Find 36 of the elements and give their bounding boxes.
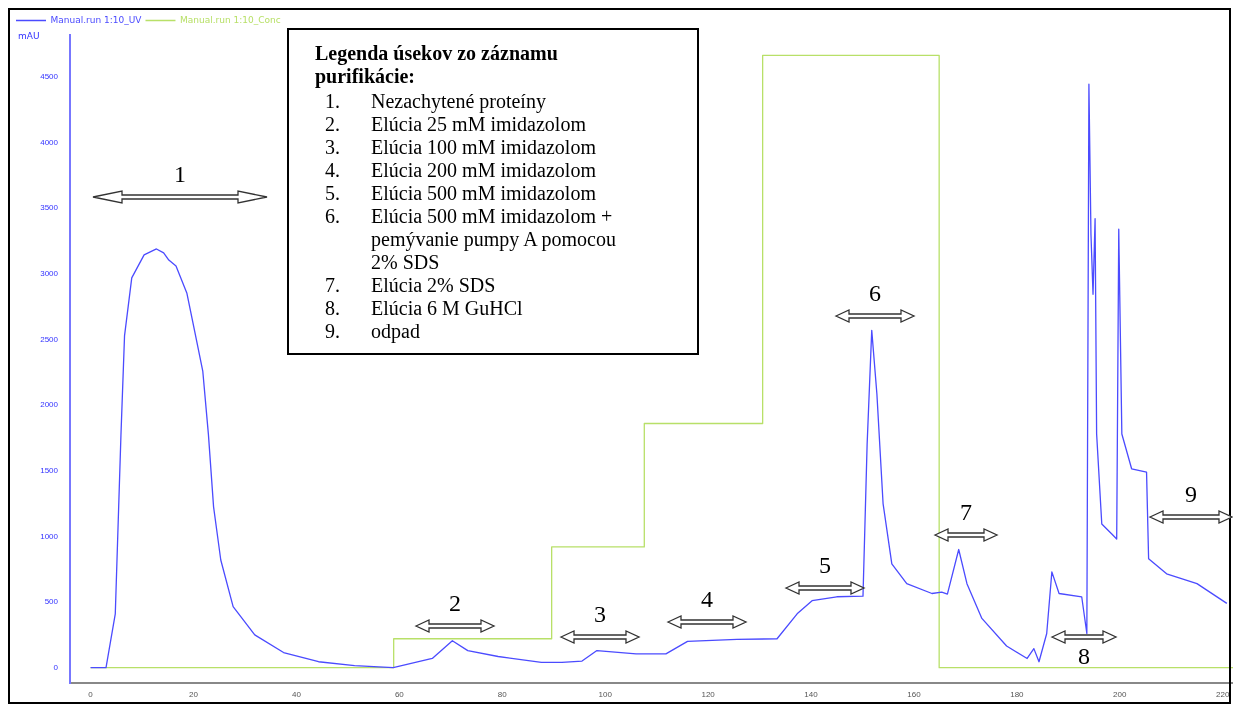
- y-tick-label: 0: [53, 662, 59, 672]
- x-tick-label: 220: [1216, 690, 1230, 700]
- annotation: 5: [819, 552, 831, 579]
- x-tick-label: 120: [701, 690, 716, 700]
- y-axis-title: mAU: [18, 30, 40, 41]
- annotation: 1: [174, 161, 186, 188]
- legend-label: Manual.run 1:10_Conc: [179, 14, 281, 25]
- y-tick-label: 1500: [40, 465, 59, 475]
- y-tick-label: 3000: [40, 269, 59, 279]
- y-tick-label: 4500: [40, 72, 59, 82]
- y-tick-label: 1000: [40, 531, 59, 541]
- annotation: 4: [701, 586, 713, 613]
- legend-title: Legenda úsekov zo záznamu purifikácie:: [315, 42, 559, 88]
- y-tick-label: 2500: [40, 334, 59, 344]
- annotation: 2: [449, 590, 461, 617]
- legend-label: Manual.run 1:10_UV: [50, 14, 143, 25]
- y-tick-label: 500: [44, 597, 59, 607]
- x-tick-label: 160: [907, 690, 922, 700]
- text-box: Legenda úsekov zo záznamu purifikácie: 1. Nezachytené proteíny 2. Elúcia 25 mM imidazolom 3. Elúcia 100 mM imidazolom 4. Elúcia 200 mM imidazolom 5. Elúcia 500 mM imidazolom 6. Elúcia 500 mM imidazolom + pemývanie pumpy A pomocou 2% SDS 7. Elúcia 2% SDS 8. Elúcia 6 M GuHCl 9. odpad: [287, 28, 699, 355]
- x-tick-label: 180: [1010, 690, 1025, 700]
- x-tick-label: 80: [497, 690, 508, 700]
- annotation: 9: [1185, 481, 1197, 508]
- annotation: 8: [1078, 643, 1090, 670]
- x-tick-label: 20: [189, 690, 199, 700]
- x-tick-label: 0: [88, 690, 94, 700]
- x-tick-label: 140: [804, 690, 819, 700]
- y-tick-label: 4000: [40, 137, 59, 147]
- annotation: 3: [594, 601, 606, 628]
- y-tick-label: 2000: [40, 400, 59, 410]
- x-tick-label: 40: [291, 690, 302, 700]
- y-tick-label: 3500: [40, 203, 59, 213]
- x-tick-label: 200: [1113, 690, 1128, 700]
- x-tick-label: 100: [598, 690, 613, 700]
- annotation: 6: [869, 280, 881, 307]
- annotation: 7: [960, 499, 972, 526]
- x-tick-label: 60: [394, 690, 405, 700]
